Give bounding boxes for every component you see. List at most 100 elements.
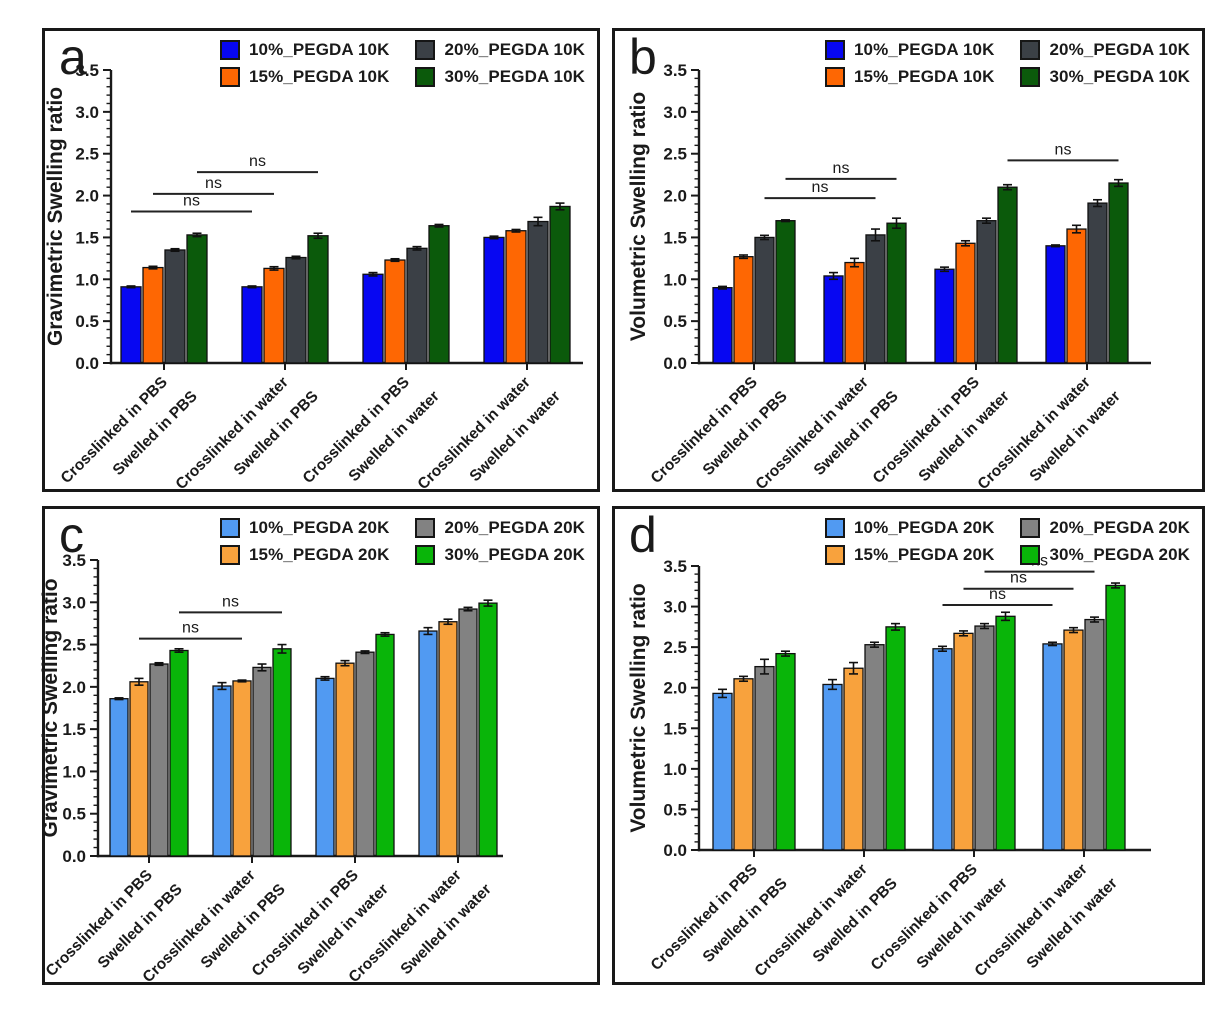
y-tick-label: 2.5: [663, 638, 687, 657]
legend-label: 10%_PEGDA 10K: [248, 40, 390, 59]
y-tick-label: 2.0: [663, 187, 687, 206]
legend-label: 15%_PEGDA 10K: [248, 67, 390, 86]
legend-item: 30%_PEGDA 20K: [1020, 545, 1190, 565]
legend-label: 10%_PEGDA 20K: [853, 518, 995, 537]
ns-label: ns: [1055, 141, 1072, 158]
legend-item: 10%_PEGDA 10K: [219, 40, 390, 60]
legend-item: 30%_PEGDA 10K: [415, 67, 585, 87]
bar: [263, 267, 285, 364]
legend-label: 30%_PEGDA 20K: [444, 545, 585, 564]
bar: [1105, 584, 1126, 851]
legend-swatch-icon: [219, 67, 240, 87]
legend-swatch-icon: [824, 518, 845, 538]
y-axis-title: Volumetric Swelling ratio: [627, 583, 650, 832]
bar: [362, 273, 384, 364]
y-tick-label: 0.0: [663, 841, 687, 860]
bar: [822, 683, 843, 851]
legend-swatch-icon: [1020, 545, 1041, 565]
y-tick-label: 1.5: [663, 719, 687, 738]
bar: [418, 630, 438, 857]
legend-item: 10%_PEGDA 20K: [219, 518, 390, 538]
legend-label: 15%_PEGDA 20K: [853, 545, 995, 564]
legend-panel-b: 10%_PEGDA 10K 15%_PEGDA 10K 20%_PEGDA 10K 3…: [824, 40, 1190, 87]
legend-item: 10%_PEGDA 10K: [824, 40, 995, 60]
legend-item: 30%_PEGDA 20K: [415, 545, 585, 565]
legend-label: 10%_PEGDA 20K: [248, 518, 390, 537]
y-tick-label: 3.5: [75, 61, 99, 80]
y-tick-label: 1.0: [75, 270, 99, 289]
y-tick-label: 3.5: [663, 557, 687, 576]
bar: [272, 648, 292, 857]
bar: [285, 256, 307, 364]
legend-swatch-icon: [1020, 40, 1041, 60]
y-tick-label: 3.0: [75, 103, 99, 122]
legend-item: 15%_PEGDA 20K: [219, 545, 390, 565]
bar: [997, 186, 1018, 364]
bar: [733, 256, 754, 364]
legend-swatch-icon: [415, 40, 436, 60]
legend-label: 10%_PEGDA 10K: [853, 40, 995, 59]
bar: [1066, 228, 1087, 364]
bar: [1063, 629, 1084, 851]
bar: [164, 249, 186, 364]
bar: [375, 633, 395, 857]
bar: [864, 644, 885, 851]
bar: [775, 652, 796, 851]
y-tick-label: 2.5: [75, 145, 99, 164]
legend-swatch-icon: [1020, 518, 1041, 538]
bar: [1045, 245, 1066, 364]
bar: [712, 692, 733, 851]
panel-letter-b: b: [629, 29, 657, 85]
y-tick-label: 1.5: [62, 720, 86, 739]
panel-b: b 10%_PEGDA 10K 15%_PEGDA 10K 20%_PEGDA 10…: [612, 28, 1205, 493]
bar: [549, 205, 571, 364]
ns-label: ns: [249, 153, 266, 170]
bar: [109, 698, 129, 857]
y-tick-label: 0.5: [663, 312, 687, 331]
bar: [712, 287, 733, 364]
legend-item: 20%_PEGDA 20K: [415, 518, 585, 538]
legend-panel-a: 10%_PEGDA 10K 15%_PEGDA 10K 20%_PEGDA 10K 3…: [219, 40, 585, 87]
ns-label: ns: [833, 160, 850, 177]
y-tick-label: 3.5: [663, 61, 687, 80]
ns-label: ns: [989, 586, 1006, 603]
legend-label: 20%_PEGDA 10K: [1049, 40, 1190, 59]
legend-item: 15%_PEGDA 20K: [824, 545, 995, 565]
bar: [335, 662, 355, 857]
legend-swatch-icon: [415, 545, 436, 565]
bar: [315, 677, 335, 857]
bar: [478, 602, 498, 857]
y-tick-label: 3.0: [663, 598, 687, 617]
bar: [775, 220, 796, 364]
bar: [823, 275, 844, 364]
ns-label: ns: [182, 620, 199, 637]
legend-label: 15%_PEGDA 20K: [248, 545, 390, 564]
bar-chart-volumetric-20k: 0.0 0.5 1.0 1.5 2.0 2.5 3.0 3.5 Volumetric Swell…: [627, 553, 1151, 980]
legend-item: 15%_PEGDA 10K: [219, 67, 390, 87]
panel-a: a 10%_PEGDA 10K 15%_PEGDA 10K 20%_PEGDA 10…: [42, 28, 600, 493]
bar: [149, 663, 169, 857]
bar: [865, 234, 886, 364]
y-tick-label: 0.5: [62, 805, 86, 824]
ns-label: ns: [1010, 570, 1027, 587]
y-tick-label: 1.5: [75, 228, 99, 247]
legend-label: 30%_PEGDA 10K: [444, 67, 585, 86]
bar: [142, 266, 164, 364]
bar: [754, 665, 775, 851]
bar: [169, 649, 189, 857]
legend-label: 15%_PEGDA 10K: [853, 67, 995, 86]
y-tick-label: 1.5: [663, 228, 687, 247]
panel-letter-d: d: [629, 507, 657, 563]
bar: [932, 648, 953, 851]
y-tick-label: 1.0: [663, 760, 687, 779]
bar: [355, 651, 375, 857]
y-tick-label: 3.0: [62, 593, 86, 612]
bar: [438, 621, 458, 857]
bar: [1087, 202, 1108, 364]
legend-swatch-icon: [219, 518, 240, 538]
bar: [384, 259, 406, 364]
legend-swatch-icon: [415, 67, 436, 87]
y-axis-title: Gravimetric Swelling ratio: [39, 578, 62, 837]
